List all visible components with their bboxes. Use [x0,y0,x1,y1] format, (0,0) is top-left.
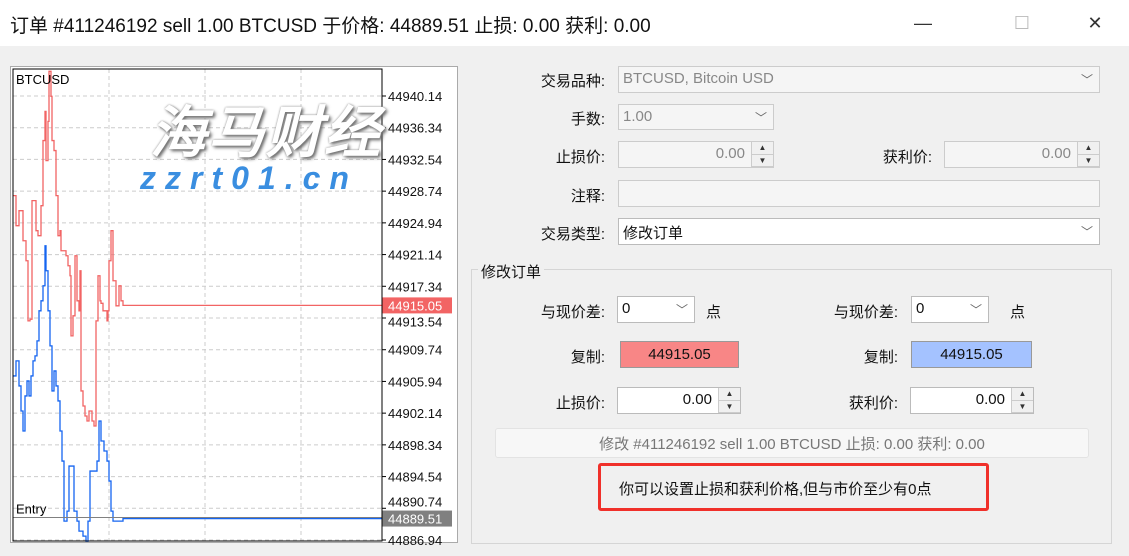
chevron-down-icon: ﹀ [1080,225,1093,239]
comment-input[interactable] [618,180,1100,207]
tp-label: 获利价: [882,149,932,166]
modify-sl-value: 0.00 [682,391,712,408]
volume-select[interactable]: 1.00 ﹀ [618,104,774,130]
chevron-down-icon: ﹀ [675,303,688,317]
modify-order-button[interactable]: 修改 #411246192 sell 1.00 BTCUSD 止损: 0.00 … [495,428,1089,458]
up-arrow-icon[interactable]: ▲ [1078,142,1099,155]
price-tick-label: 44932.54 [388,152,442,167]
chart-svg: 44940.14 44936.34 44932.54 44928.74 44924.94… [12,68,452,548]
price-tick-label: 44890.74 [388,495,442,510]
price-tick-label: 44894.54 [388,470,442,485]
modify-order-group [471,269,1112,544]
price-tick-label: 44924.94 [388,216,442,231]
comment-label: 注释: [570,188,605,205]
bid-price-marker-label: 44889.51 [388,512,442,527]
symbol-value: BTCUSD, Bitcoin USD [623,70,774,87]
price-tick-label: 44909.74 [388,343,442,358]
left-unit: 点 [706,304,722,321]
tp-input[interactable]: 0.00 ▲ ▼ [944,141,1100,168]
price-tick-label: 44898.34 [388,438,442,453]
copy-tp-price-button[interactable]: 44915.05 [911,341,1032,368]
down-arrow-icon[interactable]: ▼ [752,155,773,167]
modify-tp-spinner[interactable]: ▲ ▼ [1011,388,1033,413]
price-tick-label: 44886.94 [388,533,442,548]
left-diff-value: 0 [622,300,631,317]
symbol-select[interactable]: BTCUSD, Bitcoin USD ﹀ [618,66,1100,93]
sl-label: 止损价: [555,149,605,166]
symbol-label: 交易品种: [540,73,605,90]
ask-price-marker [382,297,452,314]
bid-price-line [13,245,382,542]
symbol-label: BTCUSD [16,72,69,87]
modify-sl-input[interactable]: 0.00 ▲ ▼ [617,387,741,414]
sl-spinner[interactable]: ▲ ▼ [751,142,773,167]
left-diff-select[interactable]: 0 ﹀ [617,296,695,323]
price-tick-label: 44940.14 [388,89,442,104]
price-tick-label: 44936.34 [388,121,442,136]
price-tick-label: 44921.14 [388,248,442,263]
price-tick-label: 44913.54 [388,314,442,329]
up-arrow-icon[interactable]: ▲ [719,388,740,401]
bid-price-marker [382,510,452,527]
entry-label: Entry [16,502,47,517]
down-arrow-icon[interactable]: ▼ [1012,401,1033,413]
right-copy-label: 复制: [863,349,898,366]
modify-tp-value: 0.00 [975,391,1005,408]
right-diff-value: 0 [916,300,925,317]
down-arrow-icon[interactable]: ▼ [719,401,740,413]
sl-input[interactable]: 0.00 ▲ ▼ [618,141,774,168]
volume-value: 1.00 [623,108,653,125]
window-title: 订单 #411246192 sell 1.00 BTCUSD 于价格: 4488… [10,16,651,37]
chevron-down-icon: ﹀ [1080,73,1093,87]
order-type-label: 交易类型: [540,226,605,243]
tp-value: 0.00 [1041,145,1071,162]
up-arrow-icon[interactable]: ▲ [1012,388,1033,401]
sl-value: 0.00 [715,145,745,162]
down-arrow-icon[interactable]: ▼ [1078,155,1099,167]
up-arrow-icon[interactable]: ▲ [752,142,773,155]
volume-label: 手数: [570,111,605,128]
chevron-down-icon: ﹀ [969,303,982,317]
price-tick-label: 44902.14 [388,406,442,421]
group-title: 修改订单 [478,261,545,282]
chevron-down-icon: ﹀ [754,111,767,125]
left-diff-label: 与现价差: [540,304,605,321]
ask-price-line [13,70,382,427]
order-type-value: 修改订单 [623,225,684,242]
right-diff-select[interactable]: 0 ﹀ [911,296,989,323]
tp-spinner[interactable]: ▲ ▼ [1077,142,1099,167]
copy-sl-price-button[interactable]: 44915.05 [620,341,739,368]
watermark-url: zzrt01.cn [140,160,358,196]
modify-tp-input[interactable]: 0.00 ▲ ▼ [910,387,1034,414]
price-tick-label: 44917.34 [388,279,442,294]
right-unit: 点 [1010,304,1026,321]
price-chart: 44940.14 44936.34 44932.54 44928.74 44924.94… [10,66,458,548]
modify-sl-label: 止损价: [555,395,605,412]
right-diff-label: 与现价差: [833,304,898,321]
maximize-button[interactable]: ☐ [1013,12,1031,33]
watermark-logo: 海马财经 [150,101,382,164]
price-tick-label: 44928.74 [388,184,442,199]
title-bar: 订单 #411246192 sell 1.00 BTCUSD 于价格: 4488… [0,0,1129,46]
modify-sl-spinner[interactable]: ▲ ▼ [718,388,740,413]
hint-message: 你可以设置止损和获利价格,但与市价至少有0点 [598,463,989,511]
modify-tp-label: 获利价: [848,395,898,412]
left-copy-label: 复制: [570,349,605,366]
order-type-select[interactable]: 修改订单 ﹀ [618,218,1100,245]
minimize-button[interactable]: — [914,12,932,33]
plot-frame [12,68,383,542]
price-tick-label: 44905.94 [388,374,442,389]
close-button[interactable]: ✕ [1087,12,1103,33]
ask-price-marker-label: 44915.05 [388,298,442,313]
